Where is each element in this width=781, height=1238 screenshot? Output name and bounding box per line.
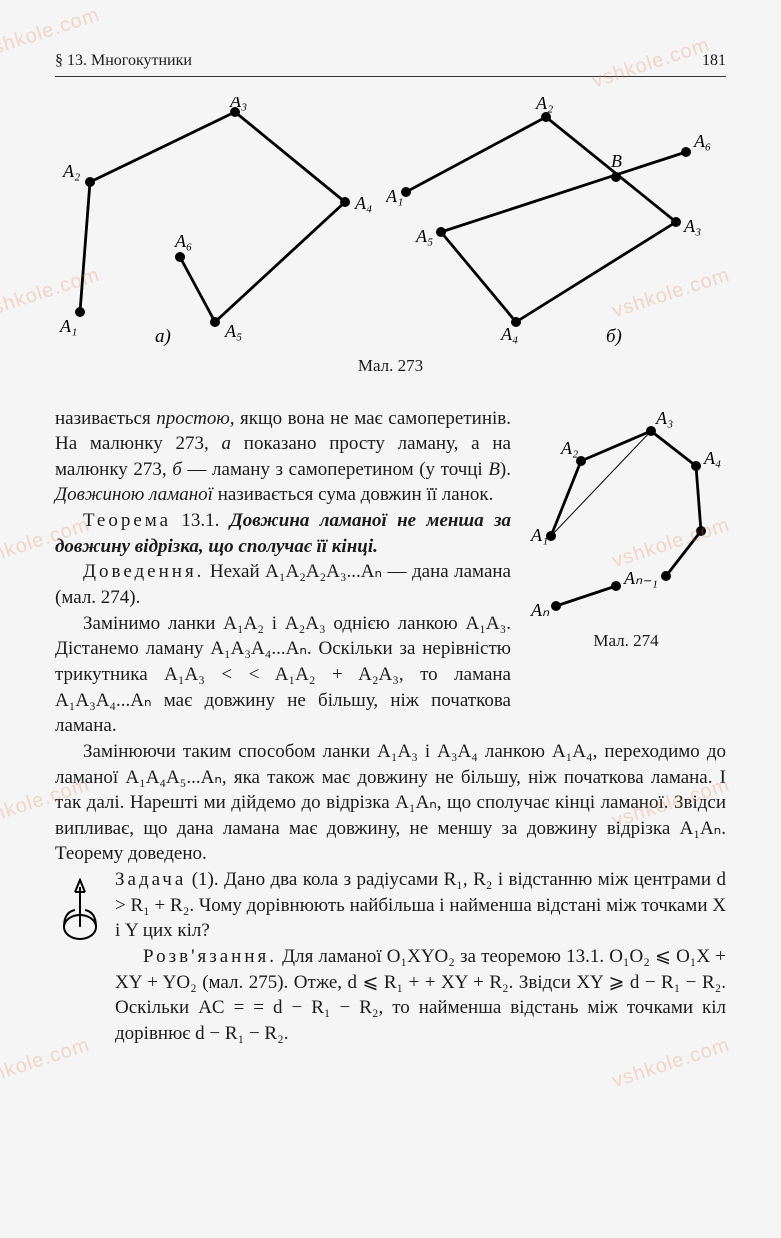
- figure-273-caption: Мал. 273: [55, 355, 726, 378]
- svg-text:A₅: A₅: [224, 321, 242, 341]
- svg-text:A₃: A₃: [683, 216, 701, 236]
- section-title: § 13. Многокутники: [55, 50, 192, 72]
- page-number: 181: [702, 50, 726, 72]
- svg-text:A₄: A₄: [354, 193, 372, 213]
- svg-text:B: B: [611, 151, 622, 171]
- page-header: § 13. Многокутники 181: [55, 50, 726, 77]
- svg-text:б): б): [606, 326, 622, 347]
- svg-text:A₁: A₁: [386, 186, 403, 206]
- svg-text:A₆: A₆: [174, 231, 192, 251]
- svg-text:а): а): [155, 326, 171, 347]
- paragraph-1: називається простою, якщо вона не має са…: [55, 406, 511, 509]
- svg-text:A₄: A₄: [703, 448, 721, 468]
- svg-text:Aₙ₋₁: Aₙ₋₁: [623, 568, 658, 588]
- svg-text:Aₙ: Aₙ: [530, 600, 550, 620]
- pen-icon: [55, 867, 105, 942]
- proof-p3: Замінюючи таким способом ланки A₁A₃ і A₃…: [55, 739, 726, 867]
- svg-text:A₅: A₅: [415, 226, 433, 246]
- figure-273-row: A₁ A₂ A₃ A₄ A₅ A₆ а) A₁ A₂ A₃ A₄ A₅ A₆ Bб): [55, 97, 726, 347]
- svg-text:A₃: A₃: [229, 97, 247, 111]
- svg-text:A₁: A₁: [59, 316, 77, 336]
- svg-text:A₁: A₁: [530, 525, 548, 545]
- proof-p2: Замінимо ланки A₁A₂ і A₂A₃ однією ланкою…: [55, 611, 511, 739]
- svg-text:A₄: A₄: [500, 324, 518, 344]
- figure-274: A₁ A₂ A₃ A₄ Aₙ₋₁ Aₙ: [526, 406, 726, 626]
- figure-273a: A₁ A₂ A₃ A₄ A₅ A₆ а): [55, 97, 385, 347]
- svg-text:A₃: A₃: [655, 408, 673, 428]
- problem-block: Задача (1). Дано два кола з радіусами R₁…: [55, 867, 726, 1046]
- svg-text:A₂: A₂: [560, 438, 578, 458]
- proof-start: Доведення. Нехай A₁A₂A₂A₃...Aₙ — дана ла…: [55, 559, 511, 610]
- svg-text:A₂: A₂: [62, 161, 80, 181]
- svg-text:A₂: A₂: [535, 97, 553, 113]
- figure-274-caption: Мал. 274: [526, 630, 726, 653]
- svg-text:A₆: A₆: [693, 131, 711, 151]
- theorem: Теорема 13.1. Довжина ламаної не менша з…: [55, 508, 511, 559]
- figure-273b: A₁ A₂ A₃ A₄ A₅ A₆ Bб): [386, 97, 726, 347]
- solution-text: Розв'язання. Для ламаної O₁XYO₂ за теоре…: [115, 944, 726, 1047]
- problem-text: Задача (1). Дано два кола з радіусами R₁…: [115, 867, 726, 944]
